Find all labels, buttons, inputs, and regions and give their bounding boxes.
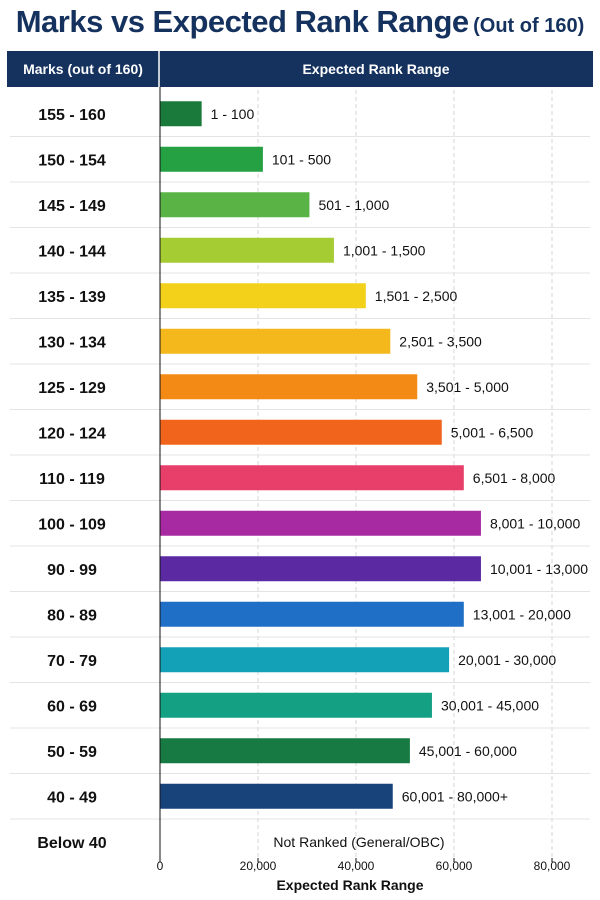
bar-value-label: 1,501 - 2,500 (375, 288, 458, 304)
category-label: 145 - 149 (38, 198, 106, 215)
bar (160, 146, 263, 172)
bar-value-label: 5,001 - 6,500 (451, 424, 534, 440)
x-tick-label: 80,000 (534, 859, 571, 873)
bar (160, 692, 432, 718)
bar (160, 738, 410, 764)
bar-value-label: 1 - 100 (211, 106, 255, 122)
bar (160, 647, 450, 673)
bar (160, 510, 481, 536)
bar-value-label: 1,001 - 1,500 (343, 242, 426, 258)
bar-value-label: 3,501 - 5,000 (426, 379, 509, 395)
category-label: 40 - 49 (47, 789, 97, 806)
bar-value-label: 45,001 - 60,000 (419, 743, 517, 759)
bar (160, 374, 418, 400)
bar-value-label: 13,001 - 20,000 (473, 606, 571, 622)
bar (160, 328, 391, 354)
header-left: Marks (out of 160) (23, 61, 143, 77)
category-label: 140 - 144 (38, 243, 106, 260)
bar (160, 419, 442, 445)
bar (160, 283, 366, 309)
bar-value-label: 30,001 - 45,000 (441, 697, 539, 713)
bar-value-label: 8,001 - 10,000 (490, 515, 581, 531)
chart-title: Marks vs Expected Rank Range (Out of 160… (0, 4, 600, 40)
x-tick-label: 0 (157, 859, 164, 873)
x-axis-ticks: 0 20,000 40,000 60,000 80,000 (157, 858, 571, 873)
bar-value-label: 10,001 - 13,000 (490, 561, 588, 577)
category-label: 80 - 89 (47, 607, 97, 624)
bar (160, 101, 202, 127)
chart-title-main: Marks vs Expected Rank Range (15, 4, 469, 39)
category-label: 130 - 134 (38, 334, 106, 351)
category-label: 90 - 99 (47, 562, 97, 579)
grid-lines (257, 90, 553, 858)
bar (160, 192, 310, 218)
category-label: 150 - 154 (38, 152, 106, 169)
category-label: 70 - 79 (47, 653, 97, 670)
bar (160, 783, 393, 809)
category-label: 60 - 69 (47, 698, 97, 715)
x-tick-label: 40,000 (338, 859, 375, 873)
x-axis-label: Expected Rank Range (276, 877, 423, 893)
category-label: 50 - 59 (47, 744, 97, 761)
chart-subtitle: (Out of 160) (473, 15, 585, 37)
category-label: 135 - 139 (38, 289, 106, 306)
bar (160, 237, 334, 263)
bar (160, 601, 464, 627)
category-label: 100 - 109 (38, 516, 106, 533)
bar-value-label: 6,501 - 8,000 (473, 470, 556, 486)
not-ranked-label: Not Ranked (General/OBC) (273, 834, 444, 850)
bar (160, 556, 481, 582)
header-right: Expected Rank Range (302, 61, 449, 77)
category-label: 120 - 124 (38, 425, 106, 442)
x-tick-label: 60,000 (436, 859, 473, 873)
category-label: 125 - 129 (38, 380, 106, 397)
category-label: Below 40 (37, 835, 106, 852)
bar (160, 465, 464, 491)
category-label: 110 - 119 (39, 471, 105, 488)
bar-value-label: 60,001 - 80,000+ (402, 788, 508, 804)
x-tick-label: 20,000 (240, 859, 277, 873)
chart-rows: 155 - 160 1 - 100 150 - 154 101 - 500 145 - … (10, 101, 590, 852)
bar-value-label: 101 - 500 (272, 151, 331, 167)
header-bar (7, 51, 593, 87)
bar-value-label: 20,001 - 30,000 (458, 652, 556, 668)
bar-value-label: 501 - 1,000 (318, 197, 389, 213)
bar-value-label: 2,501 - 3,500 (399, 333, 482, 349)
category-label: 155 - 160 (38, 107, 106, 124)
